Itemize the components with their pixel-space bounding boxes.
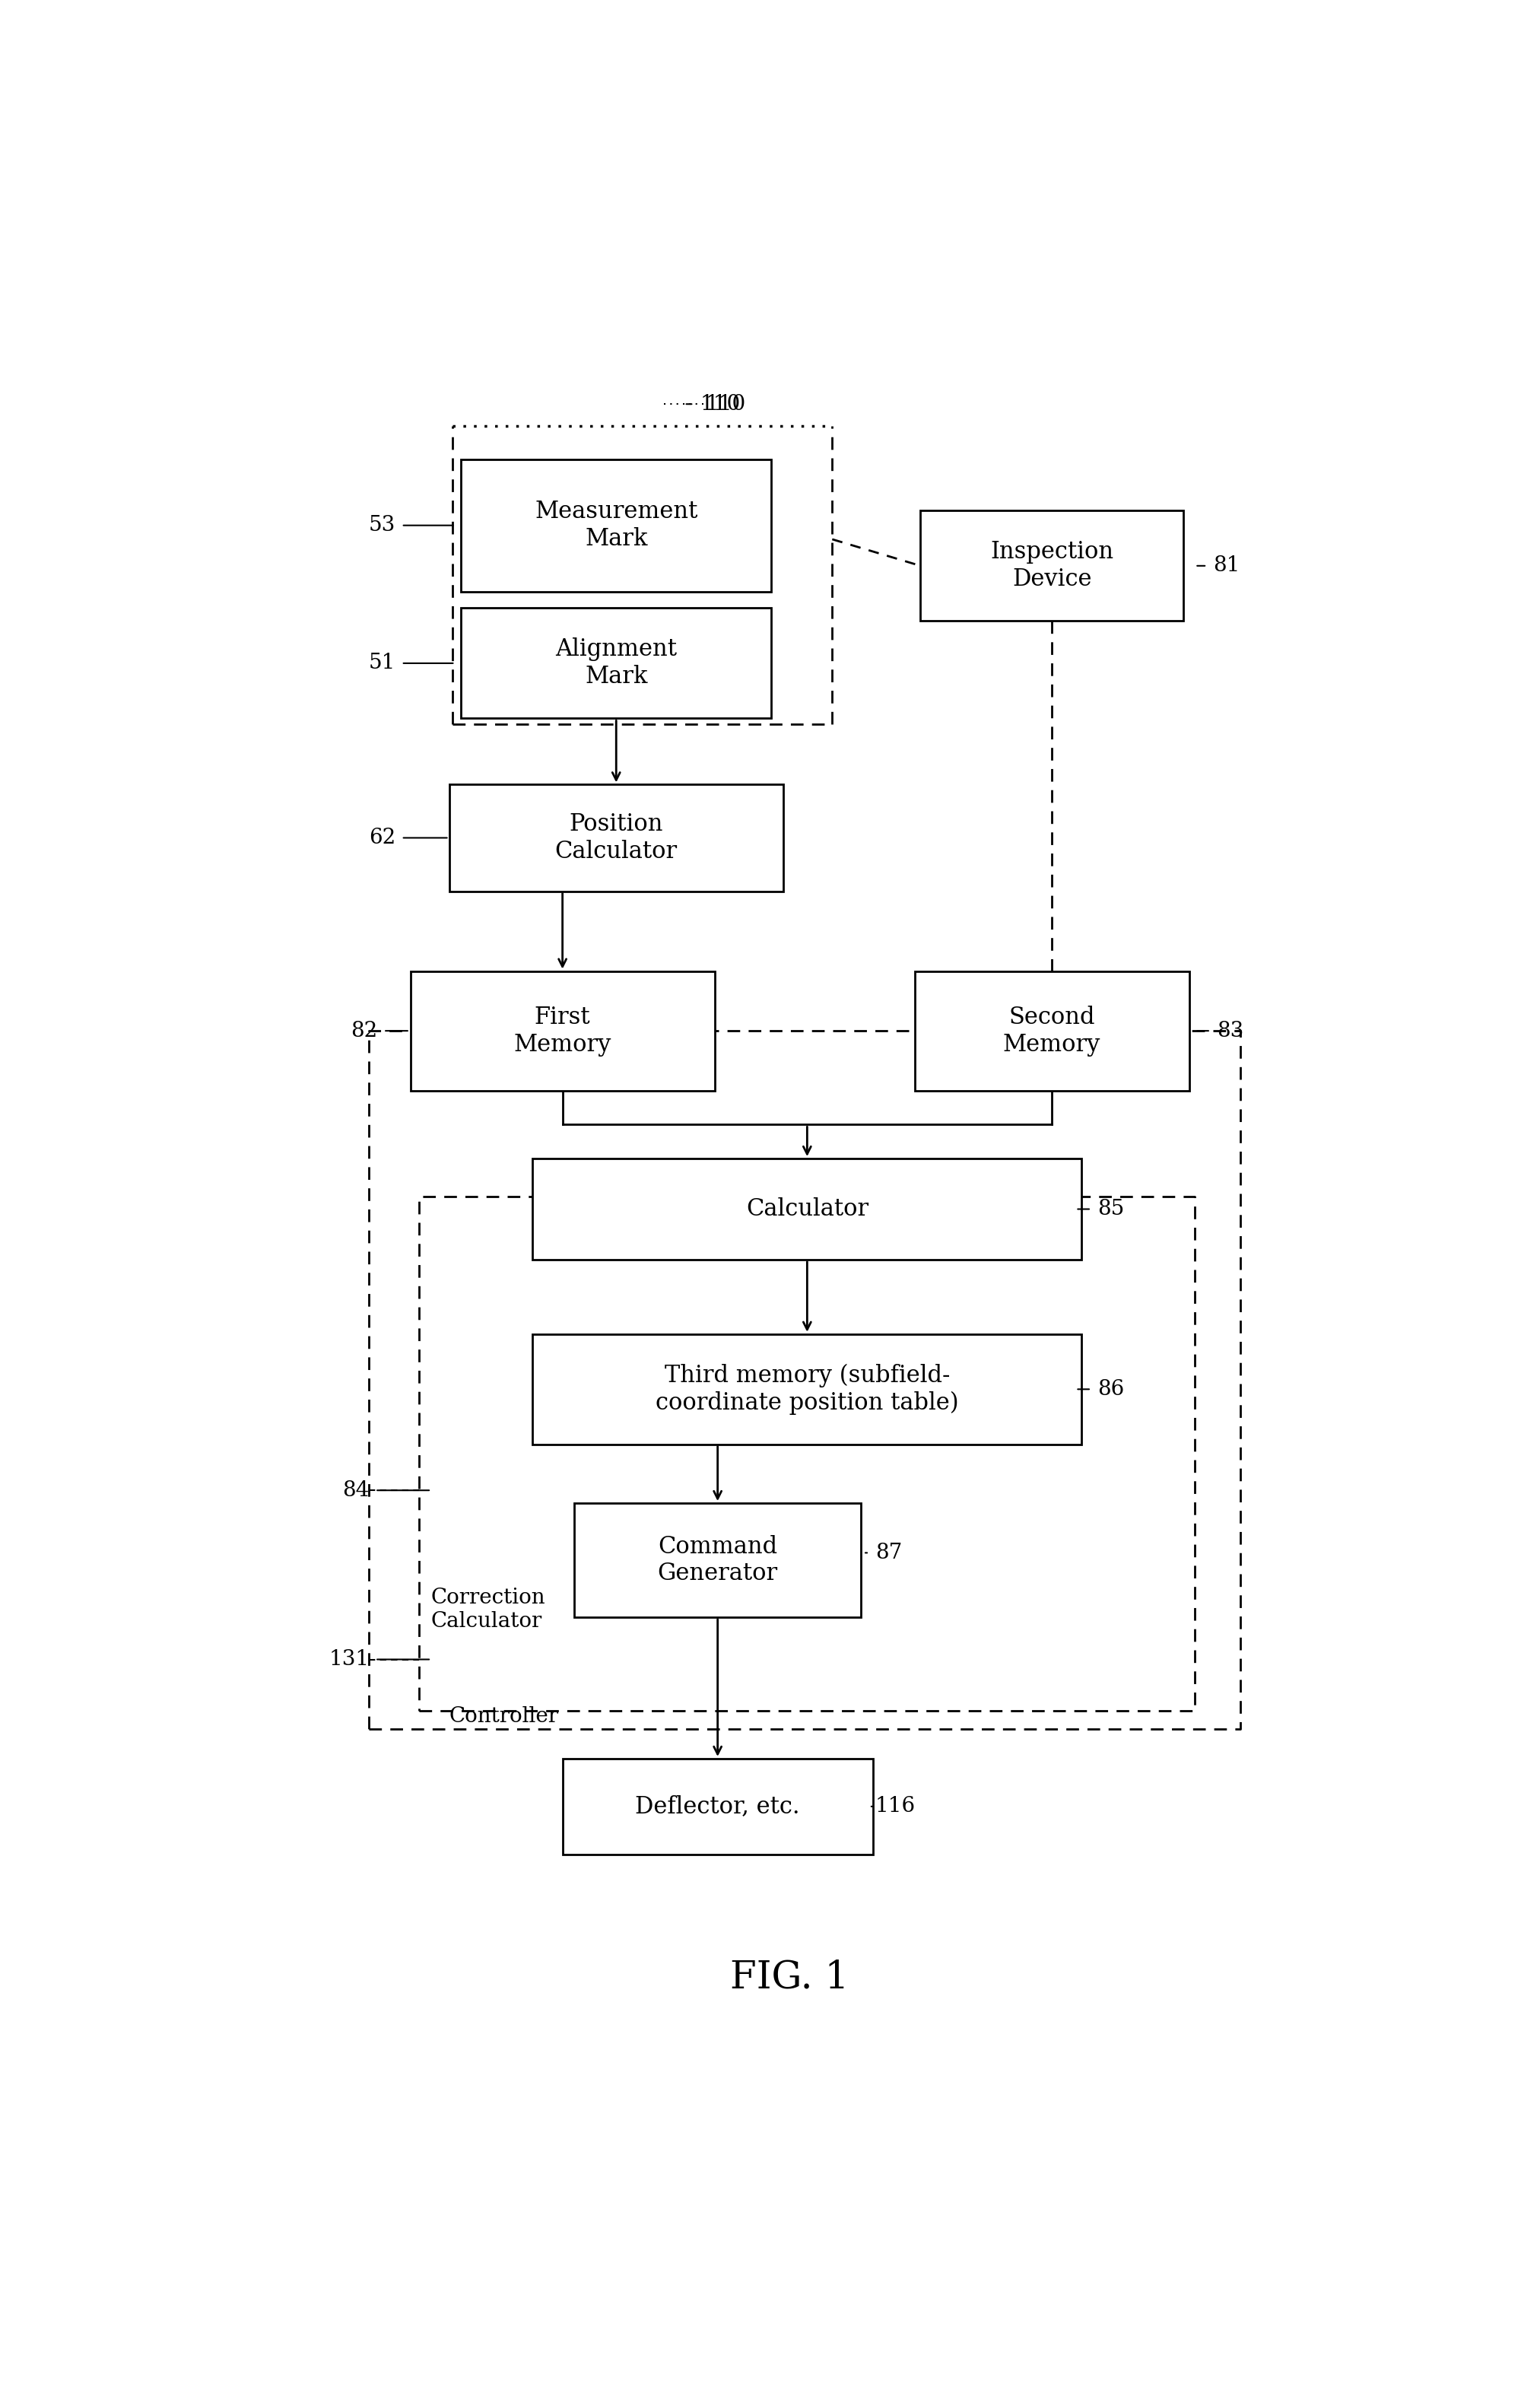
Bar [410, 972, 715, 1091]
Text: 81: 81 [1214, 556, 1240, 575]
Text: Alignment
Mark: Alignment Mark [556, 637, 678, 687]
Text: Third memory (subfield-
coordinate position table): Third memory (subfield- coordinate posit… [656, 1363, 959, 1415]
Text: 110: 110 [699, 394, 741, 415]
Text: First
Memory: First Memory [514, 1005, 611, 1055]
Bar [915, 972, 1189, 1091]
Text: 86: 86 [1096, 1380, 1124, 1399]
Bar [460, 458, 772, 592]
Text: Inspection
Device: Inspection Device [990, 539, 1113, 592]
Text: 53: 53 [368, 516, 396, 535]
Bar [921, 511, 1183, 621]
Text: Measurement
Mark: Measurement Mark [534, 499, 698, 551]
Text: Position
Calculator: Position Calculator [554, 812, 678, 864]
Text: Second
Memory: Second Memory [1003, 1005, 1101, 1055]
Bar [450, 785, 784, 890]
Text: 131: 131 [328, 1649, 370, 1669]
Text: Controller: Controller [450, 1707, 559, 1726]
Bar [533, 1158, 1081, 1260]
Text: 83: 83 [1217, 1022, 1243, 1041]
Bar [562, 1759, 873, 1855]
Text: Deflector, etc.: Deflector, etc. [636, 1795, 799, 1819]
Text: 85: 85 [1096, 1198, 1124, 1220]
Text: 87: 87 [875, 1542, 902, 1563]
Text: 62: 62 [368, 828, 396, 847]
Text: Correction
Calculator: Correction Calculator [431, 1587, 545, 1633]
Text: 110: 110 [705, 394, 747, 415]
Text: 82: 82 [351, 1022, 377, 1041]
Bar [460, 609, 772, 718]
Text: Calculator: Calculator [745, 1198, 869, 1220]
Text: Command
Generator: Command Generator [658, 1535, 778, 1585]
Bar [533, 1334, 1081, 1444]
Text: FIG. 1: FIG. 1 [730, 1960, 849, 1996]
Text: 116: 116 [875, 1795, 916, 1817]
Text: 84: 84 [342, 1480, 370, 1501]
Text: 51: 51 [368, 654, 396, 673]
Bar [574, 1504, 861, 1616]
